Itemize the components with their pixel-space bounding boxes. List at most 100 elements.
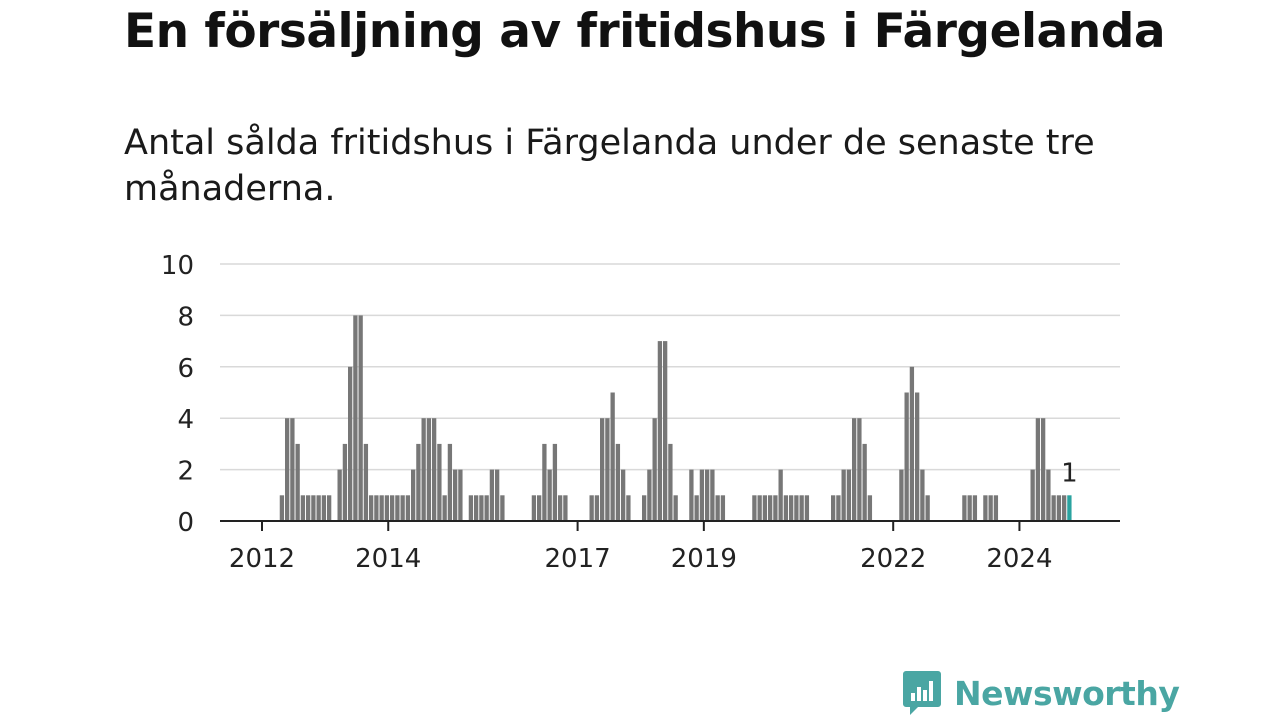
bar <box>621 469 626 521</box>
bar <box>1051 495 1056 521</box>
x-tick-label: 2014 <box>355 544 421 574</box>
bar <box>453 469 458 521</box>
bars <box>279 315 1072 521</box>
newsworthy-logo-icon <box>903 671 941 715</box>
bar <box>720 495 726 521</box>
brand-name: Newsworthy <box>954 673 1180 713</box>
bar <box>773 495 778 521</box>
bar <box>353 315 358 521</box>
bar <box>783 495 789 521</box>
x-tick-label: 2022 <box>860 544 926 574</box>
bar <box>358 315 363 521</box>
bar <box>642 495 647 521</box>
bar <box>831 495 836 521</box>
bar <box>474 495 479 521</box>
bar <box>363 443 369 521</box>
y-axis-tick-labels: 0 2 4 6 8 10 <box>161 251 194 538</box>
bar <box>689 469 694 521</box>
bar <box>411 469 416 521</box>
x-axis-ticks: 2012 2014 2017 2019 2022 2024 <box>229 521 1053 574</box>
bar <box>300 495 306 521</box>
bar <box>342 443 348 521</box>
x-tick-label: 2019 <box>671 544 737 574</box>
bar <box>1056 495 1062 521</box>
x-tick-label: 2024 <box>986 544 1052 574</box>
bar <box>442 495 447 521</box>
bar <box>421 418 426 521</box>
bar <box>400 495 405 521</box>
bar <box>563 495 568 521</box>
bar <box>962 495 967 521</box>
bar <box>537 495 542 521</box>
bar <box>983 495 988 521</box>
bar <box>1035 418 1041 521</box>
bar <box>988 495 993 521</box>
bar <box>379 495 384 521</box>
bar <box>605 418 610 521</box>
bar <box>547 469 552 521</box>
bar <box>589 495 594 521</box>
y-tick-label: 8 <box>177 302 194 332</box>
y-tick-label: 2 <box>177 457 194 487</box>
bar <box>694 495 699 521</box>
bar <box>479 495 484 521</box>
bar <box>327 495 332 521</box>
x-tick-label: 2017 <box>545 544 611 574</box>
bar <box>715 495 720 521</box>
bar <box>972 495 978 521</box>
bar <box>432 418 437 521</box>
bar-latest <box>1067 495 1072 521</box>
bar <box>899 469 904 521</box>
bar <box>789 495 794 521</box>
bar <box>279 495 285 521</box>
bar <box>395 495 400 521</box>
bar <box>1062 495 1067 521</box>
grid-lines <box>220 263 1120 471</box>
bar <box>993 495 999 521</box>
bar <box>757 495 762 521</box>
bar <box>852 418 857 521</box>
bar <box>841 469 846 521</box>
bar <box>768 495 773 521</box>
bar <box>673 495 678 521</box>
bar <box>663 341 668 521</box>
bar <box>804 495 810 521</box>
bar <box>904 392 909 521</box>
bar <box>857 418 862 521</box>
bar <box>484 495 489 521</box>
x-tick-label: 2012 <box>229 544 295 574</box>
bar <box>495 469 500 521</box>
bar <box>615 443 621 521</box>
y-tick-label: 4 <box>177 405 194 435</box>
bar <box>652 418 657 521</box>
bar <box>710 469 715 521</box>
bar <box>321 495 327 521</box>
bar <box>920 469 925 521</box>
bar <box>558 495 563 521</box>
bar <box>657 341 663 521</box>
bar <box>416 443 421 521</box>
bar <box>626 495 631 521</box>
bar <box>925 495 930 521</box>
bar <box>799 495 804 521</box>
chart-title: En försäljning av fritidshus i Färgeland… <box>124 4 1166 59</box>
bar <box>369 495 374 521</box>
bar <box>1041 418 1046 521</box>
bar <box>426 418 432 521</box>
bar <box>867 495 873 521</box>
bar <box>967 495 972 521</box>
bar <box>600 418 605 521</box>
highlight-value-label: 1 <box>1061 458 1078 488</box>
bar <box>1030 469 1035 521</box>
bar <box>862 443 867 521</box>
bar <box>531 495 537 521</box>
bar <box>762 495 768 521</box>
y-tick-label: 0 <box>177 508 194 538</box>
bar <box>306 495 311 521</box>
bar <box>1046 469 1051 521</box>
newsworthy-brand: Newsworthy <box>902 668 1180 718</box>
bar <box>384 495 390 521</box>
bar <box>285 418 290 521</box>
bar <box>447 443 453 521</box>
